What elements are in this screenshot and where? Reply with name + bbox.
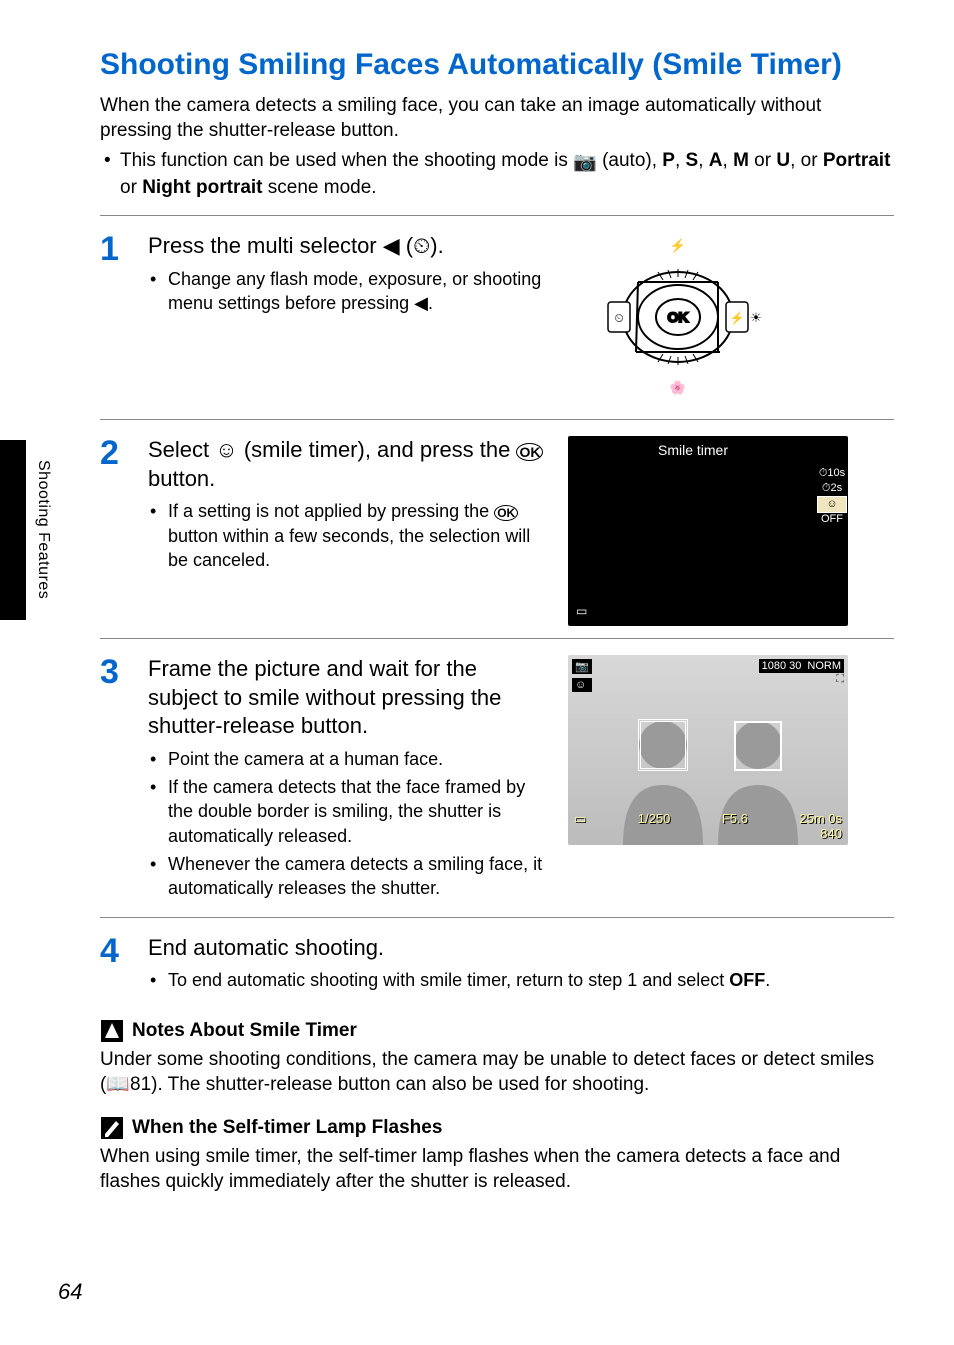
timer-icon: ⏲ [413, 233, 430, 258]
svg-text:☀: ☀ [750, 310, 762, 325]
smile-icon: ☺ [215, 437, 237, 462]
step-3-heading: Frame the picture and wait for the subje… [148, 655, 548, 741]
step-1-bullet: Change any flash mode, exposure, or shoo… [148, 267, 548, 316]
option-smile-selected: ☺ [818, 497, 846, 512]
ok-icon: OK [494, 505, 518, 521]
step-number: 1 [100, 232, 130, 266]
shutter-speed: 1/250 [638, 811, 671, 841]
smile-timer-menu-screen: Smile timer ⏱10s ⏱2s ☺ OFF ▭ [568, 436, 848, 626]
multi-selector-diagram: OK ⏲ ⚡ ⚡ 🌸 ☀ [568, 232, 768, 407]
step-4-heading: End automatic shooting. [148, 934, 894, 963]
svg-text:⏲: ⏲ [614, 311, 623, 325]
section-label: Shooting Features [34, 460, 52, 599]
step-3-bullet-2: If the camera detects that the face fram… [148, 775, 548, 848]
notes-heading-1: Notes About Smile Timer [100, 1019, 894, 1043]
step-2-bullet: If a setting is not applied by pressing … [148, 499, 548, 572]
separator [100, 215, 894, 216]
svg-text:⚡: ⚡ [730, 311, 745, 325]
step-4-bullet: To end automatic shooting with smile tim… [148, 968, 894, 992]
face-frame-primary [638, 719, 688, 771]
rec-time: 25m 0s [799, 811, 842, 826]
step-3-bullet-1: Point the camera at a human face. [148, 747, 548, 771]
remaining-shots: 840 [820, 826, 842, 841]
side-tab [0, 440, 26, 620]
notes-title-1: Notes About Smile Timer [132, 1020, 357, 1042]
ok-icon: OK [516, 443, 543, 461]
option-off: OFF [818, 512, 846, 527]
battery-icon: ▭ [574, 811, 586, 841]
battery-icon: ▭ [576, 604, 587, 618]
shooting-preview-screen: 📷 ☺ 1080 30NORM ⛶ ▭ 1/250 [568, 655, 848, 845]
step-3: 3 Frame the picture and wait for the sub… [100, 647, 894, 909]
page-number: 64 [58, 1279, 82, 1305]
separator [100, 917, 894, 918]
step-3-bullet-3: Whenever the camera detects a smiling fa… [148, 852, 548, 901]
aperture: F5.6 [722, 811, 748, 841]
step-number: 4 [100, 934, 130, 968]
intro-bullet: This function can be used when the shoot… [100, 148, 894, 201]
book-icon: 📖 [106, 1074, 130, 1095]
step-1: 1 Press the multi selector ◀ (⏲). Change… [100, 224, 894, 411]
notes-heading-2: When the Self-timer Lamp Flashes [100, 1116, 894, 1140]
separator [100, 419, 894, 420]
camera-icon: 📷 [573, 150, 597, 176]
pencil-icon [100, 1116, 124, 1140]
step-number: 3 [100, 655, 130, 689]
caution-icon [100, 1019, 124, 1043]
option-10s: ⏱10s [818, 466, 846, 481]
step-number: 2 [100, 436, 130, 470]
page-title: Shooting Smiling Faces Automatically (Sm… [100, 48, 894, 83]
svg-text:🌸: 🌸 [670, 380, 686, 395]
notes-body-2: When using smile timer, the self-timer l… [100, 1144, 894, 1195]
svg-text:OK: OK [668, 309, 689, 325]
svg-text:⚡: ⚡ [670, 238, 686, 254]
lcd-options: ⏱10s ⏱2s ☺ OFF [818, 466, 846, 528]
step-4: 4 End automatic shooting. To end automat… [100, 926, 894, 1001]
face-frame-secondary [734, 721, 782, 771]
step-2: 2 Select ☺ (smile timer), and press the … [100, 428, 894, 630]
intro-paragraph: When the camera detects a smiling face, … [100, 93, 894, 144]
notes-title-2: When the Self-timer Lamp Flashes [132, 1117, 442, 1139]
separator [100, 638, 894, 639]
step-2-heading: Select ☺ (smile timer), and press the OK… [148, 436, 548, 493]
notes-body-1: Under some shooting conditions, the came… [100, 1047, 894, 1098]
lcd-title: Smile timer [568, 442, 818, 458]
step-1-heading: Press the multi selector ◀ (⏲). [148, 232, 548, 261]
option-2s: ⏱2s [818, 481, 846, 496]
